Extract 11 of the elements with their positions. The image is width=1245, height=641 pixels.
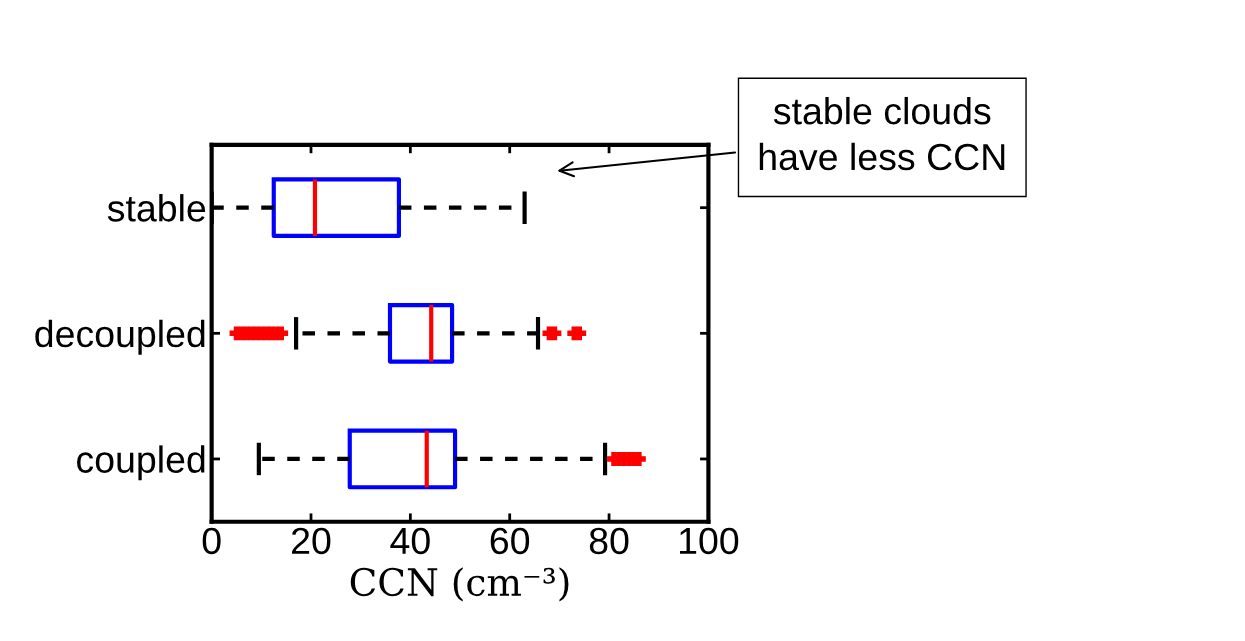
x-tick-label: 0 <box>202 527 221 555</box>
x-axis-title: CCN (cm⁻³) <box>350 567 569 602</box>
x-tick-label: 20 <box>292 527 331 555</box>
text: stable clouds have less CCN <box>759 96 1005 171</box>
y-tick-label: stable <box>107 194 206 222</box>
x-tick-label: 80 <box>589 527 629 555</box>
x-tick-label: 60 <box>490 527 530 555</box>
x-tick-label: 100 <box>679 527 739 555</box>
y-tick-label: coupled <box>77 445 205 481</box>
x-tick-label: 40 <box>390 527 430 555</box>
y-tick-label: decoupled <box>35 319 205 355</box>
